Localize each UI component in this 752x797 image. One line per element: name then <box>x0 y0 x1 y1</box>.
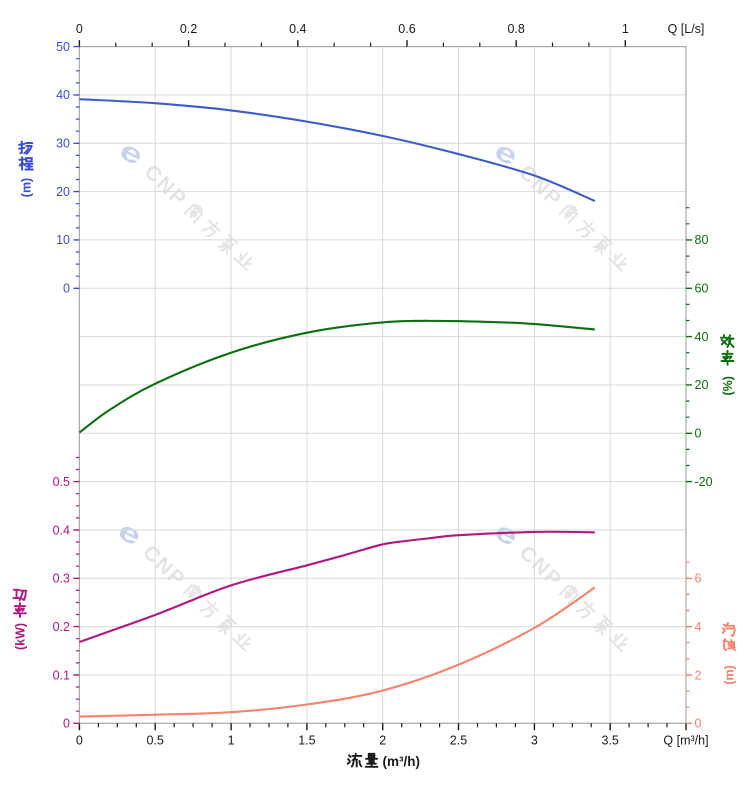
svg-text:3.5: 3.5 <box>602 734 619 748</box>
svg-text:0: 0 <box>695 717 702 731</box>
svg-text:0.5: 0.5 <box>53 475 70 489</box>
svg-text:80: 80 <box>695 233 709 247</box>
svg-text:20: 20 <box>695 378 709 392</box>
svg-text:0.4: 0.4 <box>289 22 306 36</box>
svg-text:2: 2 <box>695 668 702 682</box>
svg-text:0.8: 0.8 <box>508 22 525 36</box>
svg-text:(%): (%) <box>721 376 735 395</box>
svg-text:(kW): (kW) <box>14 623 28 650</box>
svg-text:-20: -20 <box>695 475 713 489</box>
svg-text:1.5: 1.5 <box>298 734 315 748</box>
svg-text:0: 0 <box>76 734 83 748</box>
svg-text:2: 2 <box>379 734 386 748</box>
svg-text:(m): (m) <box>723 665 737 684</box>
svg-text:10: 10 <box>56 233 70 247</box>
svg-text:0: 0 <box>63 717 70 731</box>
svg-text:0: 0 <box>695 427 702 441</box>
svg-text:30: 30 <box>56 137 70 151</box>
svg-text:0.3: 0.3 <box>53 572 70 586</box>
svg-text:0: 0 <box>76 22 83 36</box>
svg-text:3: 3 <box>531 734 538 748</box>
svg-text:6: 6 <box>695 572 702 586</box>
svg-text:(m³/h): (m³/h) <box>383 754 421 769</box>
svg-text:Q [m³/h]: Q [m³/h] <box>663 734 708 748</box>
svg-text:40: 40 <box>695 330 709 344</box>
svg-text:20: 20 <box>56 185 70 199</box>
svg-text:0.1: 0.1 <box>53 668 70 682</box>
svg-text:0.2: 0.2 <box>180 22 197 36</box>
svg-text:2.5: 2.5 <box>450 734 467 748</box>
svg-text:1: 1 <box>622 22 629 36</box>
svg-text:60: 60 <box>695 282 709 296</box>
svg-text:0: 0 <box>63 282 70 296</box>
svg-text:0.4: 0.4 <box>53 523 70 537</box>
svg-text:0.6: 0.6 <box>398 22 415 36</box>
svg-text:0.2: 0.2 <box>53 620 70 634</box>
svg-text:0.5: 0.5 <box>147 734 164 748</box>
svg-text:(m): (m) <box>20 178 34 197</box>
svg-text:50: 50 <box>56 40 70 54</box>
svg-text:4: 4 <box>695 620 702 634</box>
svg-text:1: 1 <box>228 734 235 748</box>
svg-text:40: 40 <box>56 88 70 102</box>
svg-text:Q [L/s]: Q [L/s] <box>668 22 705 36</box>
